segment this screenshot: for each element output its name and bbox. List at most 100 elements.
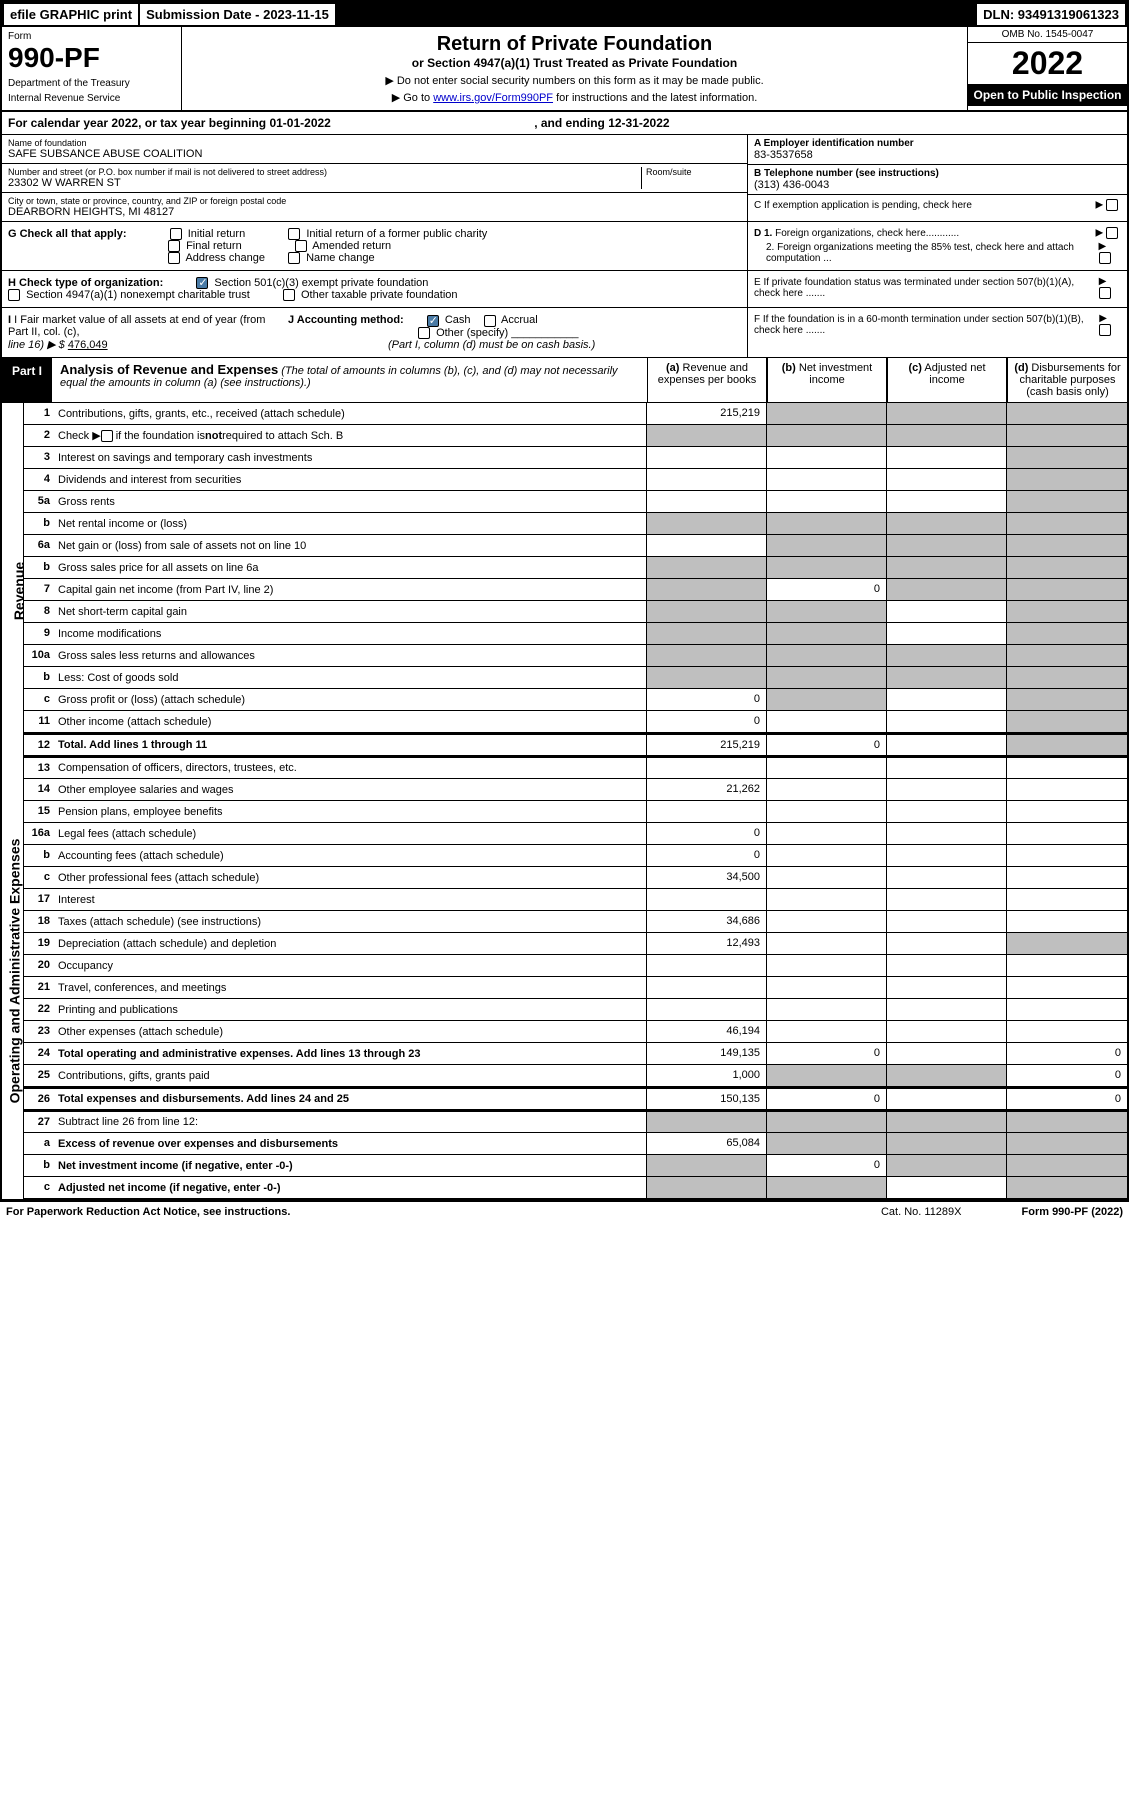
checks-h: H Check type of organization: Section 50… (2, 271, 1127, 308)
calendar-year-row: For calendar year 2022, or tax year begi… (2, 112, 1127, 135)
part1-title: Analysis of Revenue and Expenses (The to… (52, 358, 647, 402)
checkbox-accrual[interactable] (484, 315, 496, 327)
form-container: efile GRAPHIC print Submission Date - 20… (0, 0, 1129, 1201)
checkbox-d1[interactable] (1106, 227, 1118, 239)
line-5a: 5aGross rents (24, 491, 1127, 513)
irs-label: Internal Revenue Service (8, 93, 175, 104)
checkbox-initial[interactable] (170, 228, 182, 240)
tax-year: 2022 (968, 43, 1127, 84)
checkbox-amended[interactable] (295, 240, 307, 252)
form-word: Form (8, 31, 175, 42)
line-10a: 10aGross sales less returns and allowanc… (24, 645, 1127, 667)
line-14: 14Other employee salaries and wages21,26… (24, 779, 1127, 801)
line-22: 22Printing and publications (24, 999, 1127, 1021)
open-inspection: Open to Public Inspection (968, 84, 1127, 106)
form-subtitle: or Section 4947(a)(1) Trust Treated as P… (188, 56, 961, 70)
line-12: 12Total. Add lines 1 through 11215,2190 (24, 733, 1127, 756)
form-title: Return of Private Foundation (188, 33, 961, 56)
checks-g: G Check all that apply: Initial return I… (2, 222, 1127, 271)
checkbox-address[interactable] (168, 252, 180, 264)
checkbox-name[interactable] (288, 252, 300, 264)
line-6b: bGross sales price for all assets on lin… (24, 557, 1127, 579)
line-5b: bNet rental income or (loss) (24, 513, 1127, 535)
note-ssn: ▶ Do not enter social security numbers o… (188, 74, 961, 87)
dln-label: DLN: 93491319061323 (977, 4, 1125, 25)
checkbox-other-method[interactable] (418, 327, 430, 339)
line-27a: aExcess of revenue over expenses and dis… (24, 1133, 1127, 1155)
checkbox-final[interactable] (168, 240, 180, 252)
part1-table: Revenue Operating and Administrative Exp… (2, 402, 1127, 1199)
header-right: OMB No. 1545-0047 2022 Open to Public In… (967, 27, 1127, 110)
address-cell: Number and street (or P.O. box number if… (2, 164, 747, 193)
line-9: 9Income modifications (24, 623, 1127, 645)
line-26: 26Total expenses and disbursements. Add … (24, 1087, 1127, 1110)
line-27b: bNet investment income (if negative, ent… (24, 1155, 1127, 1177)
room-label: Room/suite (646, 167, 741, 177)
checkbox-other-tax[interactable] (283, 289, 295, 301)
line-1: 1Contributions, gifts, grants, etc., rec… (24, 403, 1127, 425)
line-10c: cGross profit or (loss) (attach schedule… (24, 689, 1127, 711)
line-23: 23Other expenses (attach schedule)46,194 (24, 1021, 1127, 1043)
phone-cell: B Telephone number (see instructions) (3… (748, 165, 1127, 195)
note-link: ▶ Go to www.irs.gov/Form990PF for instru… (188, 91, 961, 104)
exemption-cell: C If exemption application is pending, c… (748, 195, 1127, 215)
cat-number: Cat. No. 11289X (881, 1206, 962, 1218)
line-21: 21Travel, conferences, and meetings (24, 977, 1127, 999)
foundation-name-cell: Name of foundation SAFE SUBSANCE ABUSE C… (2, 135, 747, 164)
checkbox-e[interactable] (1099, 287, 1111, 299)
checkbox-cash[interactable] (427, 315, 439, 327)
side-labels: Revenue Operating and Administrative Exp… (2, 403, 24, 1199)
line-10b: bLess: Cost of goods sold (24, 667, 1127, 689)
col-a-header: (a) Revenue and expenses per books (647, 358, 767, 402)
checkbox-f[interactable] (1099, 324, 1111, 336)
line-19: 19Depreciation (attach schedule) and dep… (24, 933, 1127, 955)
line-11: 11Other income (attach schedule)0 (24, 711, 1127, 733)
line-15: 15Pension plans, employee benefits (24, 801, 1127, 823)
col-b-header: (b) Net investment income (767, 358, 887, 402)
irs-link[interactable]: www.irs.gov/Form990PF (433, 92, 553, 104)
part1-label: Part I (2, 358, 52, 402)
efile-label: efile GRAPHIC print (4, 4, 138, 25)
expenses-label: Operating and Administrative Expenses (6, 839, 22, 1104)
line-27c: cAdjusted net income (if negative, enter… (24, 1177, 1127, 1199)
entity-info: Name of foundation SAFE SUBSANCE ABUSE C… (2, 135, 1127, 222)
ein-value: 83-3537658 (754, 149, 1121, 161)
city-cell: City or town, state or province, country… (2, 193, 747, 221)
street-address: 23302 W WARREN ST (8, 177, 641, 189)
line-4: 4Dividends and interest from securities (24, 469, 1127, 491)
checkbox-initial-former[interactable] (288, 228, 300, 240)
paperwork-notice: For Paperwork Reduction Act Notice, see … (6, 1206, 290, 1218)
form-header: Form 990-PF Department of the Treasury I… (2, 27, 1127, 112)
omb-number: OMB No. 1545-0047 (968, 27, 1127, 43)
checkbox-d2[interactable] (1099, 252, 1111, 264)
line-27: 27Subtract line 26 from line 12: (24, 1110, 1127, 1133)
checkbox-c[interactable] (1106, 199, 1118, 211)
col-d-header: (d) Disbursements for charitable purpose… (1007, 358, 1127, 402)
submission-date: Submission Date - 2023-11-15 (140, 4, 335, 25)
form-number: 990-PF (8, 42, 175, 74)
info-left: Name of foundation SAFE SUBSANCE ABUSE C… (2, 135, 747, 221)
line-3: 3Interest on savings and temporary cash … (24, 447, 1127, 469)
ein-cell: A Employer identification number 83-3537… (748, 135, 1127, 165)
foundation-name: SAFE SUBSANCE ABUSE COALITION (8, 148, 741, 160)
line-25: 25Contributions, gifts, grants paid1,000… (24, 1065, 1127, 1087)
dept-treasury: Department of the Treasury (8, 78, 175, 89)
phone-value: (313) 436-0043 (754, 179, 1121, 191)
line-18: 18Taxes (attach schedule) (see instructi… (24, 911, 1127, 933)
form-reference: Form 990-PF (2022) (1022, 1206, 1124, 1218)
col-c-header: (c) Adjusted net income (887, 358, 1007, 402)
checkbox-4947[interactable] (8, 289, 20, 301)
line-6a: 6aNet gain or (loss) from sale of assets… (24, 535, 1127, 557)
line-13: 13Compensation of officers, directors, t… (24, 756, 1127, 779)
line-2: 2Check ▶ if the foundation is not requir… (24, 425, 1127, 447)
page-footer: For Paperwork Reduction Act Notice, see … (0, 1201, 1129, 1222)
line-20: 20Occupancy (24, 955, 1127, 977)
header-center: Return of Private Foundation or Section … (182, 27, 967, 110)
checkbox-501c3[interactable] (196, 277, 208, 289)
line-24: 24Total operating and administrative exp… (24, 1043, 1127, 1065)
line-17: 17Interest (24, 889, 1127, 911)
checks-ij: I I Fair market value of all assets at e… (2, 308, 1127, 358)
revenue-label: Revenue (11, 562, 27, 620)
checkbox-schb[interactable] (101, 430, 113, 442)
city-state-zip: DEARBORN HEIGHTS, MI 48127 (8, 206, 741, 218)
